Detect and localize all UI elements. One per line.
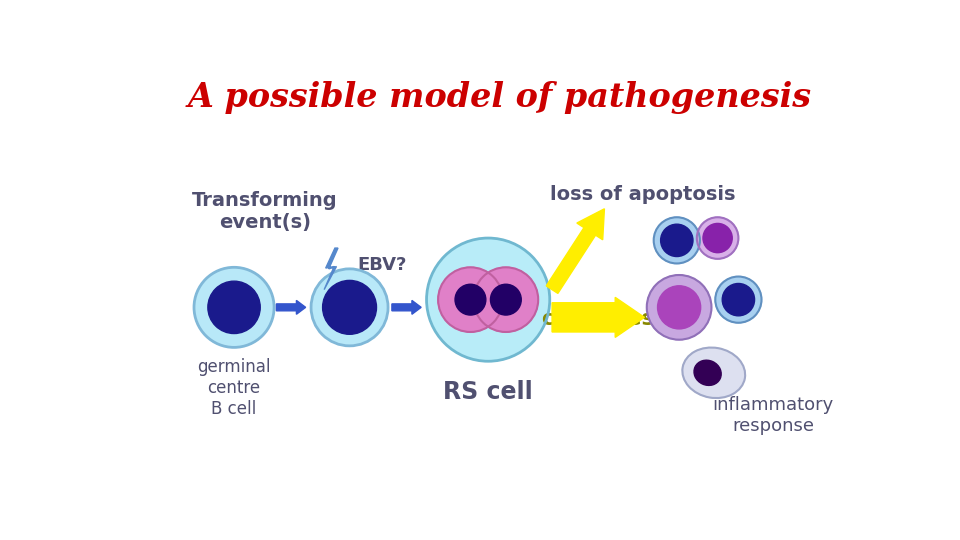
Circle shape (455, 284, 486, 315)
Text: A possible model of pathogenesis: A possible model of pathogenesis (188, 80, 812, 113)
Text: EBV?: EBV? (357, 256, 407, 274)
Text: RS cell: RS cell (444, 380, 533, 404)
FancyArrow shape (276, 300, 305, 314)
Ellipse shape (683, 348, 745, 398)
Text: loss of apoptosis: loss of apoptosis (550, 185, 735, 204)
FancyArrow shape (392, 300, 421, 314)
FancyArrow shape (546, 209, 605, 293)
Polygon shape (324, 248, 338, 289)
Circle shape (647, 275, 711, 340)
Circle shape (194, 267, 275, 347)
Text: inflammatory
response: inflammatory response (712, 396, 833, 435)
Circle shape (491, 284, 521, 315)
Circle shape (660, 224, 693, 256)
Circle shape (311, 269, 388, 346)
Text: germinal
centre
B cell: germinal centre B cell (198, 359, 271, 418)
Text: cytokines: cytokines (541, 309, 654, 329)
Circle shape (722, 284, 755, 316)
Text: Transforming
event(s): Transforming event(s) (192, 191, 338, 232)
Circle shape (323, 280, 376, 334)
Circle shape (426, 238, 550, 361)
Circle shape (715, 276, 761, 323)
Circle shape (438, 267, 503, 332)
Circle shape (658, 286, 701, 329)
Ellipse shape (694, 360, 721, 386)
Circle shape (208, 281, 260, 334)
FancyArrow shape (552, 298, 644, 338)
Circle shape (654, 217, 700, 264)
Circle shape (473, 267, 539, 332)
Circle shape (697, 217, 738, 259)
Circle shape (703, 224, 732, 253)
